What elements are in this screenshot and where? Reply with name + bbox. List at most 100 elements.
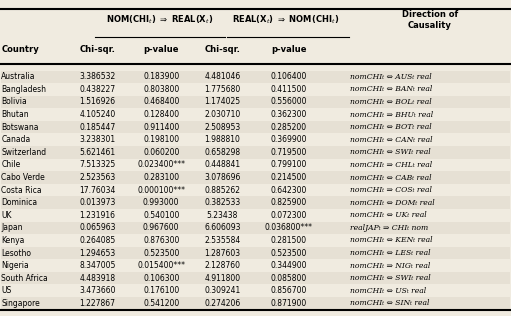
Text: 0.000100***: 0.000100*** bbox=[137, 185, 185, 195]
FancyBboxPatch shape bbox=[1, 121, 510, 133]
Text: 0.967600: 0.967600 bbox=[143, 223, 179, 232]
Text: 0.523500: 0.523500 bbox=[270, 248, 307, 258]
Text: 0.911400: 0.911400 bbox=[143, 123, 179, 132]
FancyBboxPatch shape bbox=[1, 96, 510, 108]
Text: 2.535584: 2.535584 bbox=[204, 236, 241, 245]
Text: Switzerland: Switzerland bbox=[1, 148, 47, 157]
FancyBboxPatch shape bbox=[1, 171, 510, 184]
Text: realJAPₜ ⇒ CHIₜ nom: realJAPₜ ⇒ CHIₜ nom bbox=[350, 224, 428, 232]
Text: 0.885262: 0.885262 bbox=[204, 185, 240, 195]
Text: nomCHIₜ ⇒ CHLₜ real: nomCHIₜ ⇒ CHLₜ real bbox=[350, 161, 432, 169]
Text: 17.76034: 17.76034 bbox=[79, 185, 115, 195]
FancyBboxPatch shape bbox=[1, 222, 510, 234]
Text: 0.993000: 0.993000 bbox=[143, 198, 179, 207]
FancyBboxPatch shape bbox=[1, 70, 510, 83]
Text: 0.309241: 0.309241 bbox=[204, 286, 241, 295]
Text: nomCHIₜ ⇔ USₜ real: nomCHIₜ ⇔ USₜ real bbox=[350, 287, 426, 295]
Text: nomCHIₜ ⇔ CANₜ real: nomCHIₜ ⇔ CANₜ real bbox=[350, 136, 432, 144]
Text: nomCHIₜ ⇔ SWIₜ real: nomCHIₜ ⇔ SWIₜ real bbox=[350, 148, 431, 156]
Text: nomCHIₜ ⇒ NIGₜ real: nomCHIₜ ⇒ NIGₜ real bbox=[350, 262, 430, 270]
Text: 0.013973: 0.013973 bbox=[79, 198, 115, 207]
Text: Singapore: Singapore bbox=[1, 299, 40, 308]
Text: 2.508953: 2.508953 bbox=[204, 123, 241, 132]
Text: 0.085800: 0.085800 bbox=[270, 274, 307, 283]
Text: 0.362300: 0.362300 bbox=[270, 110, 307, 119]
Text: 0.382533: 0.382533 bbox=[204, 198, 241, 207]
Text: Chi-sqr.: Chi-sqr. bbox=[80, 45, 115, 54]
Text: 1.775680: 1.775680 bbox=[204, 85, 241, 94]
Text: Bangladesh: Bangladesh bbox=[1, 85, 46, 94]
Text: Kenya: Kenya bbox=[1, 236, 25, 245]
Text: 0.015400***: 0.015400*** bbox=[137, 261, 185, 270]
Text: REAL(X$_t$) $\Rightarrow$ NOM(CHI$_t$): REAL(X$_t$) $\Rightarrow$ NOM(CHI$_t$) bbox=[233, 13, 340, 26]
Text: Chile: Chile bbox=[1, 161, 20, 169]
Text: 0.264085: 0.264085 bbox=[79, 236, 115, 245]
Text: US: US bbox=[1, 286, 11, 295]
Text: 0.369900: 0.369900 bbox=[270, 135, 307, 144]
Text: nomCHIₜ ⇔ BOLₜ real: nomCHIₜ ⇔ BOLₜ real bbox=[350, 98, 431, 106]
Text: 1.516926: 1.516926 bbox=[79, 98, 115, 106]
Text: 0.198100: 0.198100 bbox=[143, 135, 179, 144]
Text: Country: Country bbox=[1, 45, 39, 54]
Text: 0.072300: 0.072300 bbox=[270, 211, 307, 220]
Text: Bhutan: Bhutan bbox=[1, 110, 29, 119]
Text: 1.174025: 1.174025 bbox=[204, 98, 241, 106]
FancyBboxPatch shape bbox=[1, 272, 510, 284]
Text: 0.871900: 0.871900 bbox=[270, 299, 307, 308]
Text: nomCHIₜ ⇔ SINₜ real: nomCHIₜ ⇔ SINₜ real bbox=[350, 299, 429, 307]
Text: South Africa: South Africa bbox=[1, 274, 48, 283]
Text: 0.719500: 0.719500 bbox=[270, 148, 307, 157]
Text: Bolivia: Bolivia bbox=[1, 98, 27, 106]
Text: Cabo Verde: Cabo Verde bbox=[1, 173, 45, 182]
Text: Costa Rica: Costa Rica bbox=[1, 185, 42, 195]
Text: 2.030710: 2.030710 bbox=[204, 110, 241, 119]
Text: nomCHIₜ ⇒ BHUₜ real: nomCHIₜ ⇒ BHUₜ real bbox=[350, 111, 433, 118]
Text: Nigeria: Nigeria bbox=[1, 261, 29, 270]
Text: nomCHIₜ ⇒ COSₜ real: nomCHIₜ ⇒ COSₜ real bbox=[350, 186, 432, 194]
Text: 0.523500: 0.523500 bbox=[143, 248, 179, 258]
Text: UK: UK bbox=[1, 211, 12, 220]
Text: 2.523563: 2.523563 bbox=[79, 173, 115, 182]
Text: 0.468400: 0.468400 bbox=[143, 98, 179, 106]
Text: 0.556000: 0.556000 bbox=[270, 98, 307, 106]
Text: nomCHIₜ ⇔ BANₜ real: nomCHIₜ ⇔ BANₜ real bbox=[350, 85, 432, 94]
Text: 0.106300: 0.106300 bbox=[143, 274, 179, 283]
FancyBboxPatch shape bbox=[1, 247, 510, 259]
Text: Australia: Australia bbox=[1, 72, 36, 81]
Text: 6.606093: 6.606093 bbox=[204, 223, 241, 232]
Text: Direction of
Causality: Direction of Causality bbox=[402, 9, 458, 30]
Text: 5.621461: 5.621461 bbox=[79, 148, 115, 157]
Text: 0.106400: 0.106400 bbox=[270, 72, 307, 81]
Text: Dominica: Dominica bbox=[1, 198, 37, 207]
Text: 0.128400: 0.128400 bbox=[143, 110, 179, 119]
Text: 0.060200: 0.060200 bbox=[143, 148, 179, 157]
Text: Botswana: Botswana bbox=[1, 123, 39, 132]
Text: 0.065963: 0.065963 bbox=[79, 223, 116, 232]
Text: 0.411500: 0.411500 bbox=[270, 85, 307, 94]
Text: 4.911800: 4.911800 bbox=[204, 274, 241, 283]
Text: 4.105240: 4.105240 bbox=[79, 110, 115, 119]
Text: 3.238301: 3.238301 bbox=[79, 135, 115, 144]
Text: 0.642300: 0.642300 bbox=[270, 185, 307, 195]
Text: 0.344900: 0.344900 bbox=[270, 261, 307, 270]
Text: 2.128760: 2.128760 bbox=[204, 261, 240, 270]
Text: nomCHIₜ ⇔ KENₜ real: nomCHIₜ ⇔ KENₜ real bbox=[350, 236, 432, 245]
Text: 3.078696: 3.078696 bbox=[204, 173, 241, 182]
Text: 0.448841: 0.448841 bbox=[204, 161, 241, 169]
Text: p-value: p-value bbox=[144, 45, 179, 54]
Text: 5.23438: 5.23438 bbox=[206, 211, 238, 220]
Text: 3.386532: 3.386532 bbox=[79, 72, 115, 81]
Text: nomCHIₜ ⇔ DOMₜ real: nomCHIₜ ⇔ DOMₜ real bbox=[350, 199, 434, 207]
Text: 1.294653: 1.294653 bbox=[79, 248, 115, 258]
Text: 0.876300: 0.876300 bbox=[143, 236, 179, 245]
Text: 0.281500: 0.281500 bbox=[270, 236, 307, 245]
Text: 0.176100: 0.176100 bbox=[143, 286, 179, 295]
FancyBboxPatch shape bbox=[1, 196, 510, 209]
Text: 0.214500: 0.214500 bbox=[270, 173, 307, 182]
Text: 0.856700: 0.856700 bbox=[270, 286, 307, 295]
FancyBboxPatch shape bbox=[1, 297, 510, 310]
Text: 0.541200: 0.541200 bbox=[143, 299, 179, 308]
Text: 0.185447: 0.185447 bbox=[79, 123, 115, 132]
Text: 0.023400***: 0.023400*** bbox=[137, 161, 185, 169]
Text: 4.481046: 4.481046 bbox=[204, 72, 241, 81]
